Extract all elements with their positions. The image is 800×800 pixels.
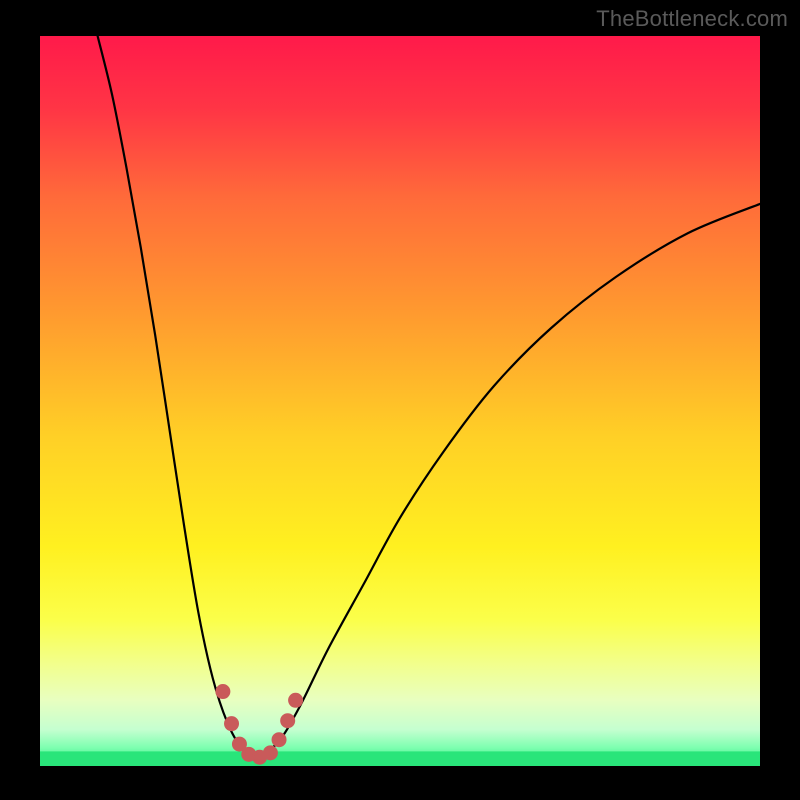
watermark-text: TheBottleneck.com [596, 6, 788, 32]
baseline-strip [40, 751, 760, 766]
gradient-background [40, 36, 760, 766]
plot-area [40, 36, 760, 766]
chart-svg [40, 36, 760, 766]
marker-dot [216, 685, 229, 698]
marker-dot [264, 746, 277, 759]
chart-frame: TheBottleneck.com [0, 0, 800, 800]
marker-dot [289, 694, 302, 707]
marker-dot [225, 717, 238, 730]
marker-dot [281, 714, 294, 727]
marker-dot [273, 733, 286, 746]
